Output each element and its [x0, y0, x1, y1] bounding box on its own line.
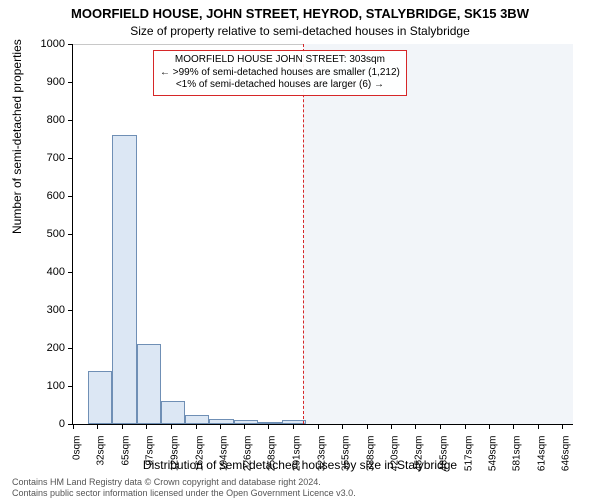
reference-line: [303, 44, 304, 424]
title-main: MOORFIELD HOUSE, JOHN STREET, HEYROD, ST…: [0, 6, 600, 21]
annotation-line-1: MOORFIELD HOUSE JOHN STREET: 303sqm: [160, 54, 400, 67]
xtick-mark: [244, 424, 245, 429]
ytick-label: 600: [47, 190, 65, 202]
shaded-larger-region: [303, 44, 573, 424]
xtick-mark: [220, 424, 221, 429]
ytick-mark: [68, 120, 73, 121]
histogram-bar: [234, 420, 258, 424]
ytick-mark: [68, 158, 73, 159]
histogram-bar: [88, 371, 112, 424]
footer-line-2: Contains public sector information licen…: [12, 488, 356, 498]
ytick-mark: [68, 82, 73, 83]
xtick-mark: [146, 424, 147, 429]
ytick-mark: [68, 386, 73, 387]
xtick-mark: [489, 424, 490, 429]
xtick-mark: [342, 424, 343, 429]
ytick-label: 400: [47, 266, 65, 278]
ytick-label: 800: [47, 114, 65, 126]
x-axis-label: Distribution of semi-detached houses by …: [0, 458, 600, 472]
histogram-bar: [258, 422, 282, 424]
xtick-mark: [73, 424, 74, 429]
histogram-bar: [185, 415, 209, 425]
footer-attribution: Contains HM Land Registry data © Crown c…: [12, 477, 356, 498]
histogram-bar: [137, 344, 161, 424]
title-sub: Size of property relative to semi-detach…: [0, 24, 600, 38]
annotation-box: MOORFIELD HOUSE JOHN STREET: 303sqm← >99…: [153, 50, 407, 96]
ytick-label: 0: [59, 418, 65, 430]
histogram-bar: [112, 135, 136, 424]
annotation-line-2: ← >99% of semi-detached houses are small…: [160, 67, 400, 80]
xtick-mark: [562, 424, 563, 429]
ytick-label: 200: [47, 342, 65, 354]
xtick-mark: [318, 424, 319, 429]
xtick-mark: [97, 424, 98, 429]
xtick-mark: [196, 424, 197, 429]
xtick-mark: [538, 424, 539, 429]
ytick-mark: [68, 196, 73, 197]
xtick-mark: [513, 424, 514, 429]
ytick-mark: [68, 234, 73, 235]
ytick-label: 1000: [41, 38, 65, 50]
histogram-bar: [209, 419, 233, 424]
annotation-line-3: <1% of semi-detached houses are larger (…: [160, 79, 400, 92]
ytick-label: 500: [47, 228, 65, 240]
xtick-mark: [391, 424, 392, 429]
xtick-mark: [268, 424, 269, 429]
xtick-mark: [171, 424, 172, 429]
xtick-mark: [440, 424, 441, 429]
ytick-label: 100: [47, 380, 65, 392]
ytick-label: 900: [47, 76, 65, 88]
xtick-mark: [367, 424, 368, 429]
ytick-mark: [68, 348, 73, 349]
ytick-mark: [68, 272, 73, 273]
histogram-plot: 010020030040050060070080090010000sqm32sq…: [72, 44, 573, 425]
footer-line-1: Contains HM Land Registry data © Crown c…: [12, 477, 356, 487]
ytick-label: 700: [47, 152, 65, 164]
histogram-bar: [161, 401, 185, 424]
xtick-mark: [415, 424, 416, 429]
xtick-mark: [465, 424, 466, 429]
xtick-mark: [293, 424, 294, 429]
xtick-label: 0sqm: [72, 436, 83, 460]
ytick-label: 300: [47, 304, 65, 316]
ytick-mark: [68, 44, 73, 45]
ytick-mark: [68, 310, 73, 311]
y-axis-label: Number of semi-detached properties: [10, 39, 24, 234]
xtick-mark: [122, 424, 123, 429]
